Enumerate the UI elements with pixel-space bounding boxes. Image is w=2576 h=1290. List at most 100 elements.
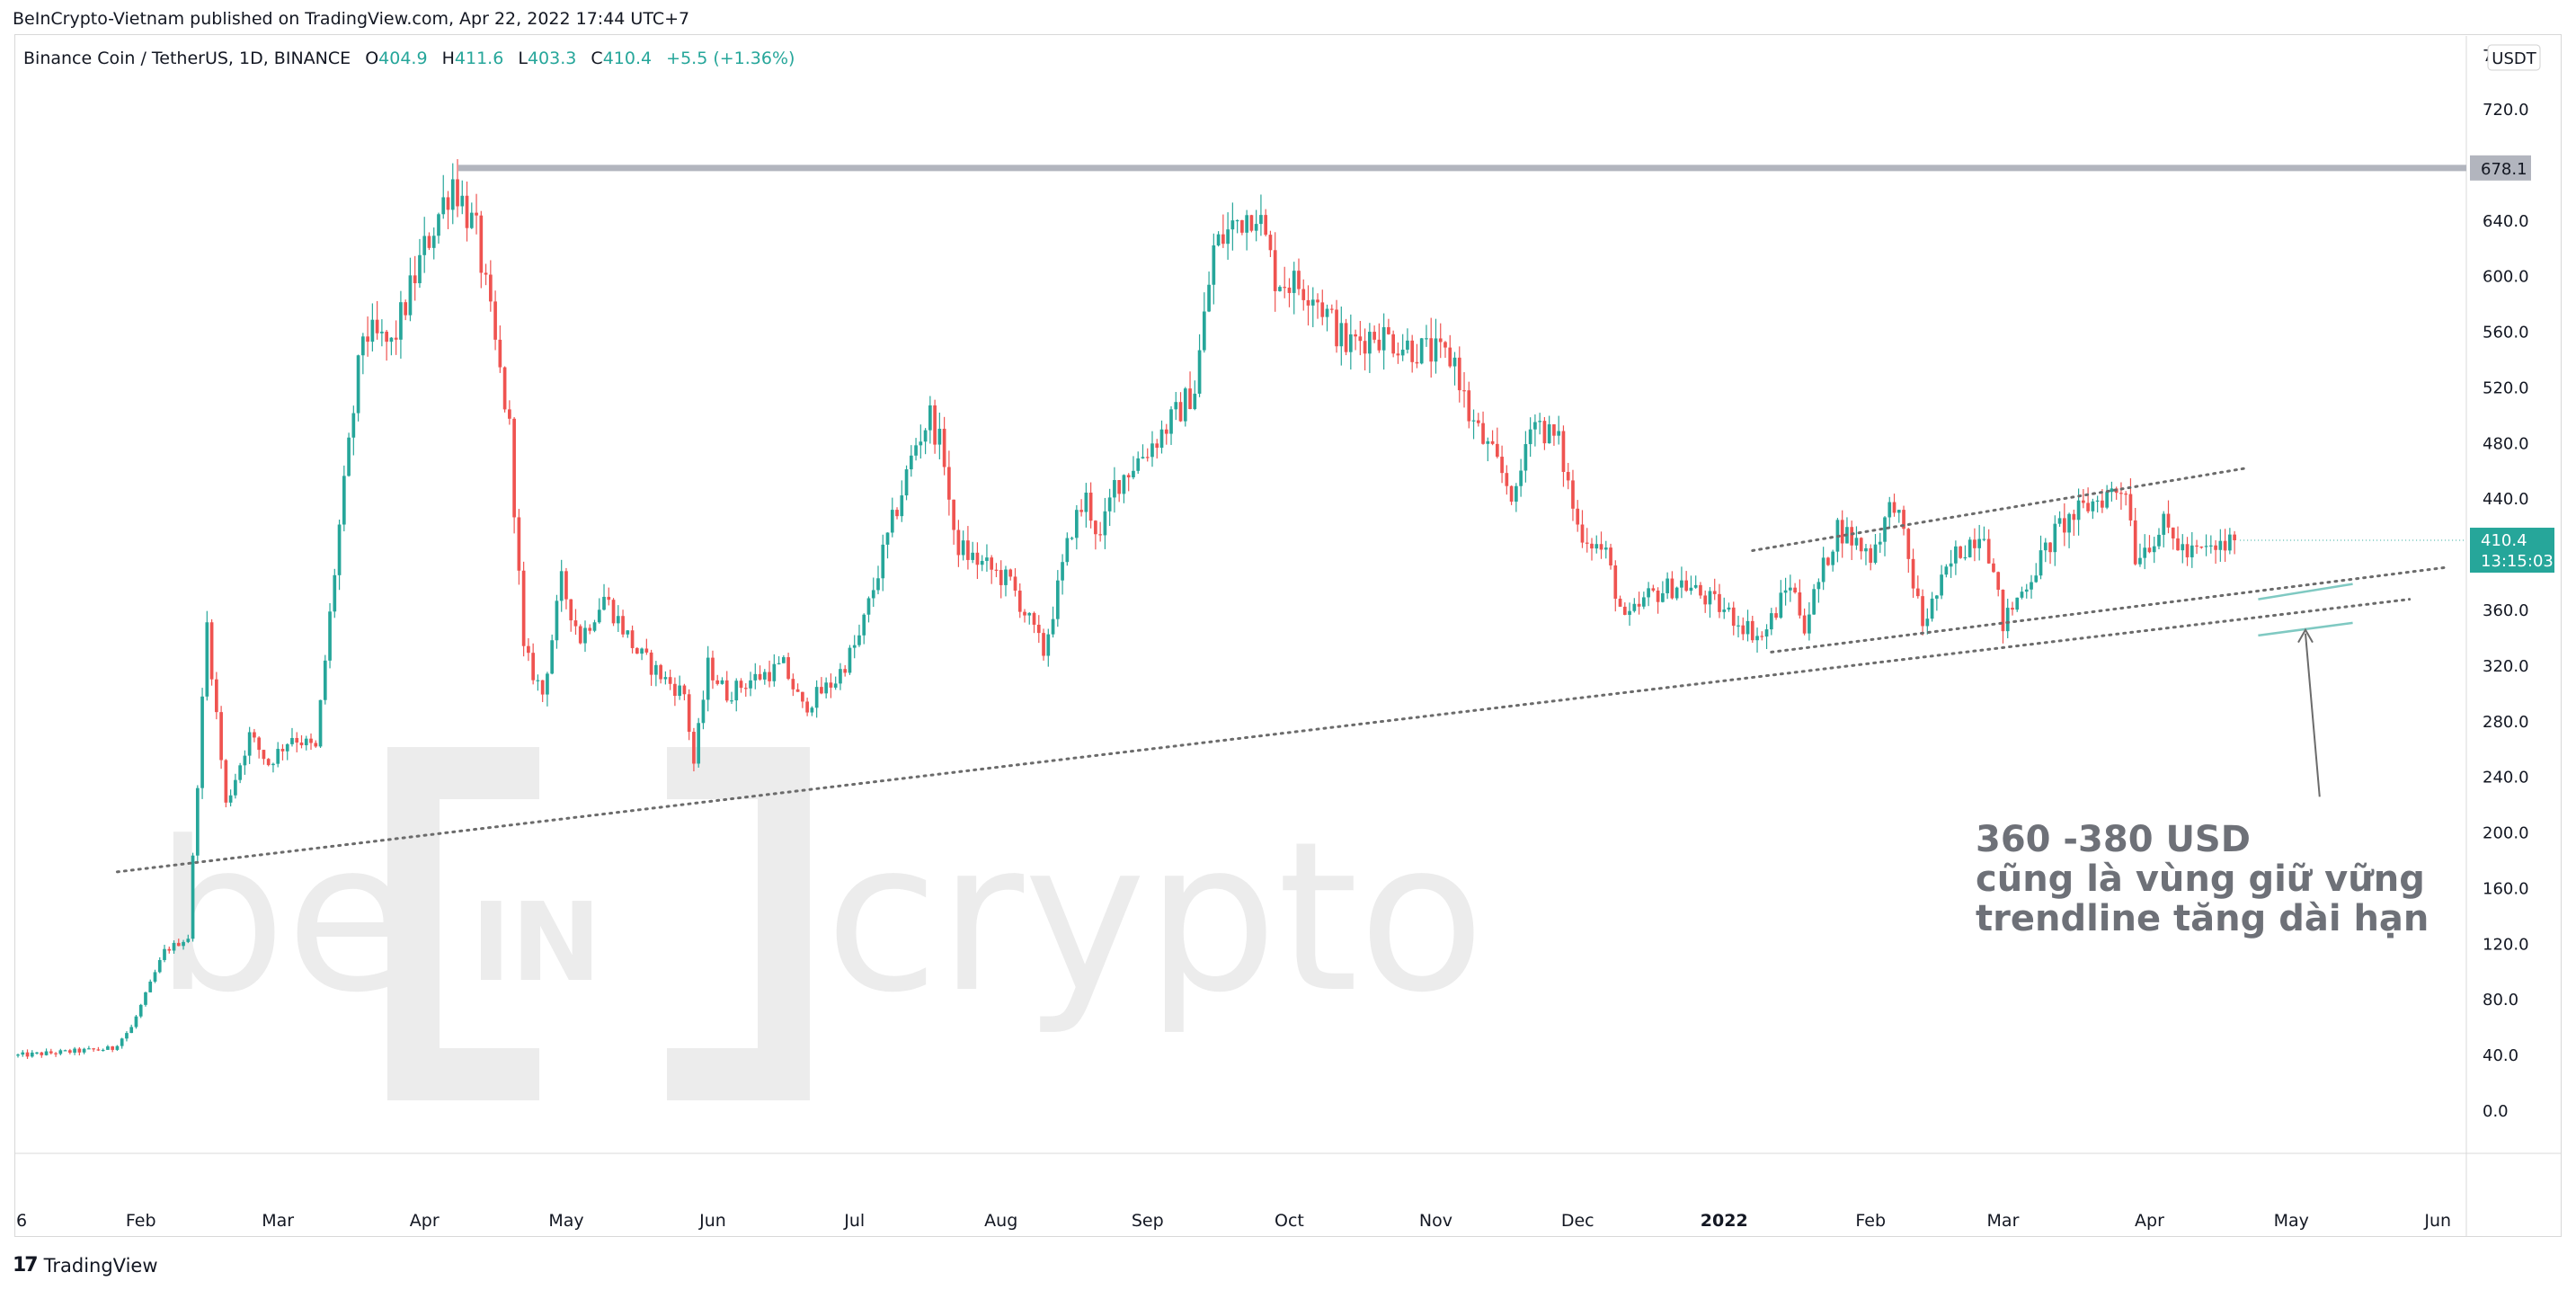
candle xyxy=(253,728,256,743)
candle xyxy=(280,743,285,761)
candle-body xyxy=(1136,458,1141,471)
candle-body xyxy=(290,737,294,744)
candle-body xyxy=(753,673,758,681)
candle-body xyxy=(73,1048,76,1053)
candle-body xyxy=(314,743,318,747)
candle xyxy=(125,1031,129,1042)
candle-body xyxy=(58,1050,63,1054)
candle xyxy=(550,634,555,675)
candle xyxy=(1452,351,1457,386)
candle xyxy=(540,680,545,702)
candle-body xyxy=(1169,409,1173,434)
candle-body xyxy=(777,663,781,664)
candle xyxy=(1637,592,1641,615)
candle xyxy=(247,726,252,764)
candle xyxy=(1996,571,2001,597)
candle-body xyxy=(224,760,228,803)
candle xyxy=(1925,608,1930,635)
candle-body xyxy=(1940,574,1943,596)
candle-body xyxy=(1245,215,1248,233)
candle xyxy=(814,680,819,718)
candle-body xyxy=(1808,614,1811,634)
candle-body xyxy=(706,657,710,700)
candle-body xyxy=(2015,597,2020,610)
candle xyxy=(2067,512,2071,548)
close-label: C xyxy=(591,49,603,68)
candle-body xyxy=(2185,544,2190,557)
candle xyxy=(479,210,484,289)
candle-body xyxy=(1750,620,1754,641)
candle-body xyxy=(956,529,961,556)
candle xyxy=(781,654,786,663)
candle xyxy=(157,956,162,974)
candle xyxy=(1680,566,1683,599)
candle xyxy=(63,1049,67,1052)
candle xyxy=(573,609,578,636)
candle xyxy=(1821,547,1825,591)
published-line: BeInCrypto-Vietnam published on TradingV… xyxy=(13,9,690,29)
candle-body xyxy=(758,673,762,680)
candle-body xyxy=(2181,544,2185,551)
candle xyxy=(900,480,904,522)
candle-body xyxy=(521,570,526,646)
candle xyxy=(2011,601,2014,616)
candle-body xyxy=(134,1016,138,1028)
candle-body xyxy=(1722,609,1727,612)
candle xyxy=(715,674,720,686)
low-label: L xyxy=(518,49,528,68)
candle-body xyxy=(2218,540,2223,550)
candle xyxy=(583,620,587,653)
candle xyxy=(933,399,937,454)
time-tick-label: Oct xyxy=(1275,1211,1304,1231)
candle-body xyxy=(129,1027,134,1034)
candle xyxy=(1854,526,1859,550)
candle-body xyxy=(1046,634,1051,656)
candle xyxy=(881,534,885,592)
candle xyxy=(1661,581,1665,603)
candle xyxy=(1831,549,1835,572)
candle xyxy=(1259,194,1263,236)
candle xyxy=(1873,534,1878,565)
candle-body xyxy=(1193,393,1197,410)
candle-body xyxy=(356,355,360,414)
candle xyxy=(498,325,502,373)
candle xyxy=(394,320,398,355)
candle xyxy=(1348,314,1353,370)
price-tick-label: 520.0 xyxy=(2483,378,2529,397)
candle xyxy=(1268,230,1273,257)
candle-body xyxy=(247,732,252,756)
candle-body xyxy=(659,664,662,680)
candle-body xyxy=(999,570,1003,585)
candle xyxy=(1438,323,1443,359)
candle-body xyxy=(1226,229,1230,245)
candle-body xyxy=(1651,588,1656,591)
candle-body xyxy=(966,540,970,560)
candle-body xyxy=(1495,443,1499,458)
time-tick-label: Aug xyxy=(984,1211,1017,1231)
candle xyxy=(1471,409,1476,440)
candle-body xyxy=(1557,431,1561,436)
candle-body xyxy=(1850,527,1854,546)
candle-body xyxy=(573,620,578,627)
currency-label: USDT xyxy=(2492,49,2536,68)
candle-body xyxy=(1325,308,1329,317)
candle-body xyxy=(881,544,885,579)
candle xyxy=(1462,371,1466,408)
candle xyxy=(923,428,928,455)
candle xyxy=(1647,582,1650,607)
candle-body xyxy=(1666,578,1669,593)
candle xyxy=(682,683,687,701)
candle-body xyxy=(564,571,568,600)
candle-body xyxy=(801,691,804,702)
candle xyxy=(2119,482,2123,511)
candle xyxy=(1585,528,1589,553)
candle-body xyxy=(1670,578,1674,599)
candle xyxy=(1519,458,1523,497)
time-tick-label: Apr xyxy=(410,1211,440,1231)
candle-body xyxy=(1954,546,1958,564)
symbol-name[interactable]: Binance Coin / TetherUS, 1D, BINANCE xyxy=(23,49,351,68)
footer-brand[interactable]: 17 TradingView xyxy=(13,1254,158,1277)
price-tick-label: 560.0 xyxy=(2483,324,2529,343)
candle xyxy=(1798,579,1802,619)
